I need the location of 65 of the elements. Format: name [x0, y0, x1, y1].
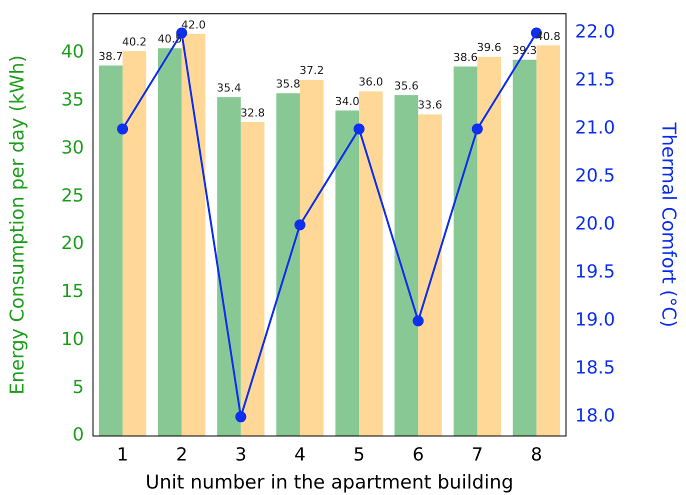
bar: [240, 122, 264, 436]
y-tick-label: 15: [61, 281, 84, 302]
data-label: 34.0: [334, 94, 360, 108]
bar: [335, 110, 360, 436]
data-label: 38.7: [98, 50, 123, 63]
x-axis-title: Unit number in the apartment building: [146, 472, 514, 494]
y2-tick-label: 20.0: [575, 214, 616, 235]
data-label: 35.8: [276, 78, 300, 91]
bar: [359, 91, 383, 436]
x-tick-label: 8: [530, 444, 542, 466]
x-tick-label: 7: [472, 444, 484, 466]
data-label: 42.0: [181, 18, 206, 32]
x-tick-label: 3: [235, 444, 247, 466]
bar: [418, 114, 442, 436]
y-tick-label: 20: [61, 233, 84, 254]
y2-tick-label: 22.0: [575, 22, 616, 43]
point: [354, 123, 365, 134]
y-tick-label: 10: [61, 328, 84, 350]
y-tick-label: 40: [61, 42, 84, 63]
y2-tick-label: 21.0: [575, 118, 616, 139]
point: [235, 411, 246, 422]
point: [294, 219, 306, 230]
y2-tick-label: 19.0: [575, 310, 616, 331]
bar: [276, 93, 300, 436]
data-label: 39.6: [476, 41, 502, 54]
y2-tick-label: 18.0: [575, 405, 616, 426]
y2-tick-label: 19.5: [575, 262, 616, 283]
y2-tick-label: 20.5: [575, 166, 616, 187]
point: [472, 123, 483, 134]
x-tick-label: 4: [294, 444, 306, 466]
data-label: 37.2: [300, 64, 324, 78]
y-tick-label: 0: [72, 424, 84, 446]
data-label: 33.6: [418, 98, 442, 112]
x-tick-label: 6: [412, 444, 424, 466]
bar: [477, 56, 501, 436]
data-label: 40.2: [122, 35, 147, 48]
point: [117, 123, 128, 134]
x-tick-label: 1: [116, 444, 128, 466]
y-tick-label: 25: [61, 185, 84, 206]
bar: [512, 60, 536, 436]
x-tick-label: 2: [176, 444, 188, 466]
point: [412, 315, 424, 326]
data-label: 38.6: [453, 50, 478, 64]
bar: [122, 51, 146, 436]
bar: [454, 66, 478, 436]
bar: [98, 66, 123, 436]
bar: [158, 48, 182, 436]
bar: [536, 45, 560, 436]
data-label: 40.8: [536, 30, 561, 43]
x-tick-label: 5: [353, 444, 365, 466]
y2-tick-label: 18.5: [575, 358, 616, 379]
y-axis-title: Energy Consumption per day (kWh): [6, 55, 28, 395]
data-label: 32.8: [240, 106, 265, 120]
y2-tick-label: 21.5: [575, 70, 616, 91]
data-label: 36.0: [358, 76, 384, 89]
data-label: 35.6: [394, 80, 419, 93]
bar: [394, 95, 418, 436]
y2-axis-title: Thermal Comfort (°C): [658, 121, 680, 328]
y-tick-label: 35: [61, 90, 84, 111]
y-tick-label: 5: [72, 376, 84, 398]
data-label: 35.4: [216, 81, 242, 94]
bar: [182, 34, 206, 436]
bar: [300, 80, 324, 436]
y-tick-label: 30: [61, 137, 84, 158]
bar: [217, 97, 241, 436]
